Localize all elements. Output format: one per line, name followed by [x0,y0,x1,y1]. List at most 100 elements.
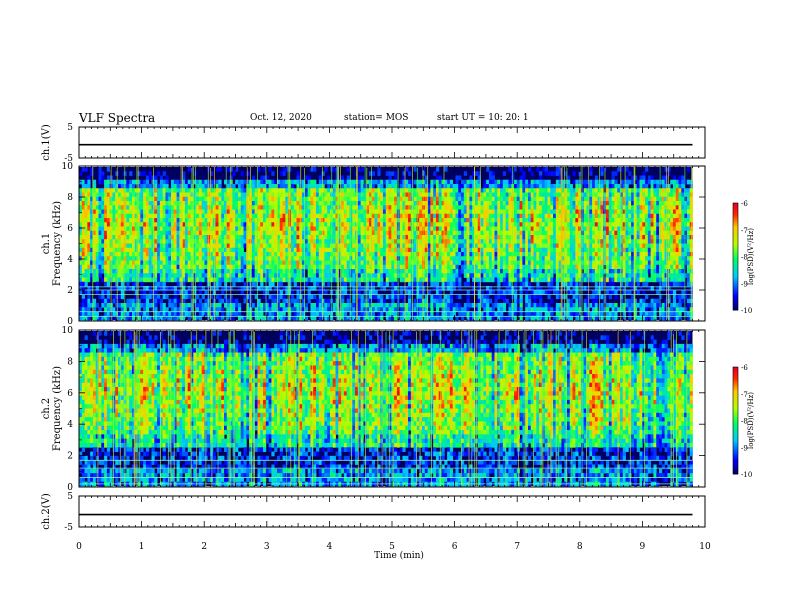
spectrogram-cell [187,315,191,321]
spectrogram-cell [483,294,487,300]
spectrogram-cell [257,184,261,189]
spectrogram-cell [377,311,381,317]
spectrogram-cell [463,209,468,215]
spectrogram-cell [474,264,479,270]
spectrogram-cell [232,209,236,215]
spectrogram-cell [304,247,309,253]
spectrogram-cell [452,205,456,210]
spectrogram-cell [282,179,286,185]
spectrogram-cell [279,311,283,317]
spectrogram-cell [497,269,501,274]
spectrogram-cell [438,273,442,278]
spectrogram-cell [360,239,364,244]
spectrogram-cell [472,303,476,308]
spectrogram-cell [296,294,300,300]
spectrogram-cell [137,201,141,206]
spectrogram-cell [118,209,122,215]
spectrogram-cell [243,281,247,287]
spectrogram-cell [494,205,498,210]
spectrogram-cell [210,192,214,198]
spectrogram-cell [419,290,423,295]
spectrogram-cell [505,184,509,189]
spectrogram-cell [235,252,239,257]
spectrogram-cell [321,273,325,278]
spectrogram-cell [508,235,512,240]
spectrogram-cell [343,192,348,198]
spectrogram-cell [486,243,490,249]
spectrogram-cell [508,281,512,287]
spectrogram-cell [458,209,462,215]
spectrogram-cell [90,226,94,232]
spectrogram-cell [221,277,225,283]
spectrogram-cell [307,226,311,232]
spectrogram-cell [184,209,189,215]
spectrogram-cell [508,252,512,257]
spectrogram-cell [274,218,278,223]
spectrogram-cell [500,239,504,244]
spectrogram-cell [430,196,434,202]
spectrogram-cell [207,239,211,244]
spectrogram-cell [296,230,300,236]
spectrogram-cell [430,256,434,261]
spectrogram-cell [79,218,83,223]
spectrogram-cell [232,226,236,232]
spectrogram-cell [196,252,200,257]
spectrogram-cell [131,243,136,249]
spectrogram-cell [207,307,211,312]
spectrogram-cell [282,205,286,210]
spectrogram-cell [235,260,239,266]
spectrogram-cell [92,179,97,185]
spectrogram-cell [254,269,258,274]
spectrogram-cell [187,230,191,236]
spectrogram-cell [263,201,267,206]
spectrogram-cell [321,307,325,312]
spectrogram-cell [435,256,440,261]
spectrogram-cell [488,235,493,240]
spectrogram-cell [338,218,342,223]
spectrogram-cell [193,226,197,232]
spectrogram-cell [157,205,161,210]
spectrogram-cell [483,252,487,257]
spectrogram-cell [430,311,434,317]
spectrogram-cell [218,205,222,210]
spectrogram-cell [162,184,166,189]
spectrogram-cell [98,247,102,253]
spectrogram-cell [497,226,501,232]
spectrogram-cell [232,252,236,257]
spectrogram-cell [302,209,306,215]
spectrogram-cell [430,184,434,189]
spectrogram-cell [123,303,127,308]
spectrogram-cell [173,205,177,210]
spectrogram-cell [394,209,398,215]
spectrogram-cell [290,218,295,223]
spectrogram-cell [341,188,345,193]
spectrogram-cell [173,243,177,249]
spectrogram-cell [131,252,136,257]
spectrogram-cell [463,192,468,198]
spectrogram-cell [416,243,420,249]
spectrogram-cell [257,311,261,317]
spectrogram-cell [488,256,493,261]
spectrogram-cell [168,256,172,261]
spectrogram-cell [369,294,373,300]
spectrogram-cell [237,184,242,189]
spectrogram-cell [176,222,180,227]
spectrogram-cell [176,192,180,198]
spectrogram-cell [95,226,99,232]
spectrogram-cell [488,264,493,270]
spectrogram-cell [508,226,512,232]
spectrogram-cell [129,171,133,176]
spectrogram-cell [240,315,244,321]
spectrogram-cell [165,235,169,240]
spectrogram-cell [304,226,309,232]
spectrogram-cell [382,218,387,223]
spectrogram-cell [279,222,283,227]
spectrogram-cell [508,218,512,223]
spectrogram-cell [171,247,175,253]
spectrogram-cell [137,235,141,240]
spectrogram-cell [184,269,189,274]
spectrogram-cell [137,243,141,249]
spectrogram-cell [399,294,403,300]
spectrogram-cell [251,235,256,240]
spectrogram-cell [296,213,300,219]
